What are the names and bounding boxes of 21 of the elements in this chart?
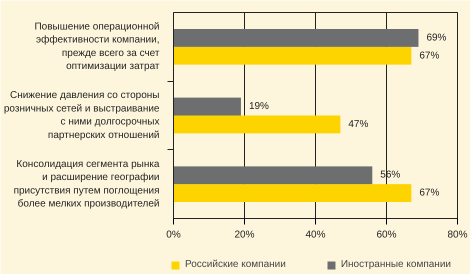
bar: [174, 184, 412, 202]
y-tick-label: Консолидация сегмента рынка и расширение географии присутствия путем поглощения более мелких производителей: [14, 158, 160, 210]
x-tick-label: 60%: [376, 230, 397, 240]
x-tick-label: 0%: [166, 230, 181, 240]
data-label: 69%: [426, 32, 447, 44]
x-tick-label: 80%: [447, 230, 468, 240]
data-label: 67%: [419, 188, 440, 199]
bar: [174, 28, 418, 47]
x-tick-label: 20%: [234, 230, 255, 240]
legend-label: Российские компании: [184, 259, 286, 270]
data-label: 67%: [419, 50, 440, 62]
y-tick-label: Снижение давления со стороны розничных сетей и выстраивание с ними долгосрочных партнерских отношений: [4, 90, 160, 141]
bar: [174, 116, 340, 134]
bar: [174, 46, 412, 65]
data-label: 19%: [248, 101, 270, 112]
y-tick-label: Повышение операционной эффективности компании, прежде всего за счет оптимизации затрат: [34, 22, 160, 72]
x-tick-label: 40%: [305, 230, 326, 240]
data-label: 47%: [348, 118, 368, 130]
bar: [174, 98, 241, 116]
bar: [174, 166, 372, 184]
legend-label: Иностранные компании: [340, 259, 451, 270]
